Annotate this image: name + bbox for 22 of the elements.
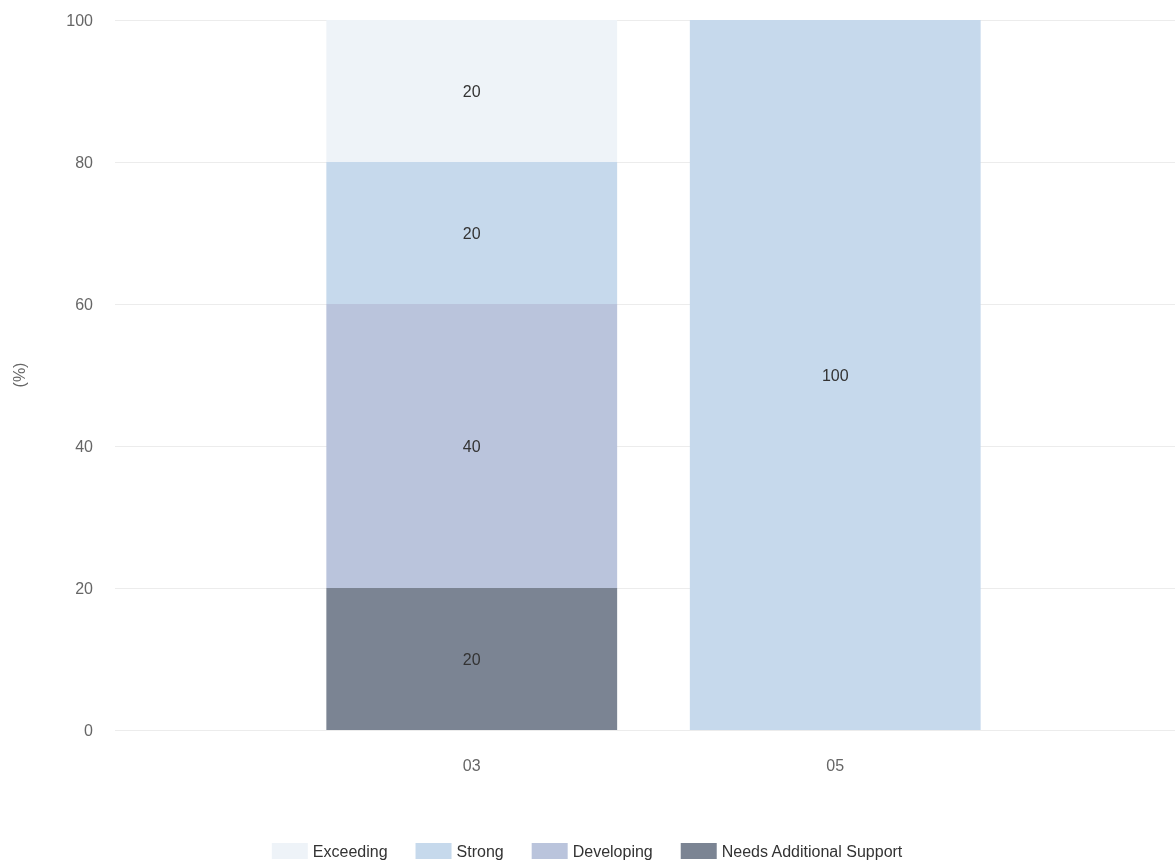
data-label: 20 (462, 224, 481, 242)
data-label: 100 (821, 366, 849, 384)
legend-label: Developing (572, 842, 653, 860)
legend-label: Strong (456, 842, 504, 860)
bar (326, 162, 618, 304)
y-tick-label: 0 (84, 721, 94, 739)
legend-label: Exceeding (312, 842, 388, 860)
x-tick-label: 05 (826, 756, 845, 774)
x-tick-label: 03 (462, 756, 481, 774)
bar (689, 20, 981, 730)
y-tick-label: 80 (75, 153, 94, 171)
data-label: 40 (462, 437, 481, 455)
y-tick-label: 20 (75, 579, 94, 597)
data-label: 20 (462, 650, 481, 668)
data-label: 20 (462, 82, 481, 100)
y-axis-title: (%) (10, 362, 28, 388)
y-tick-label: 100 (66, 11, 94, 29)
y-tick-label: 40 (75, 437, 94, 455)
legend-label: Needs Additional Support (721, 842, 903, 860)
bar (326, 588, 618, 730)
bar (326, 304, 618, 588)
y-tick-label: 60 (75, 295, 94, 313)
